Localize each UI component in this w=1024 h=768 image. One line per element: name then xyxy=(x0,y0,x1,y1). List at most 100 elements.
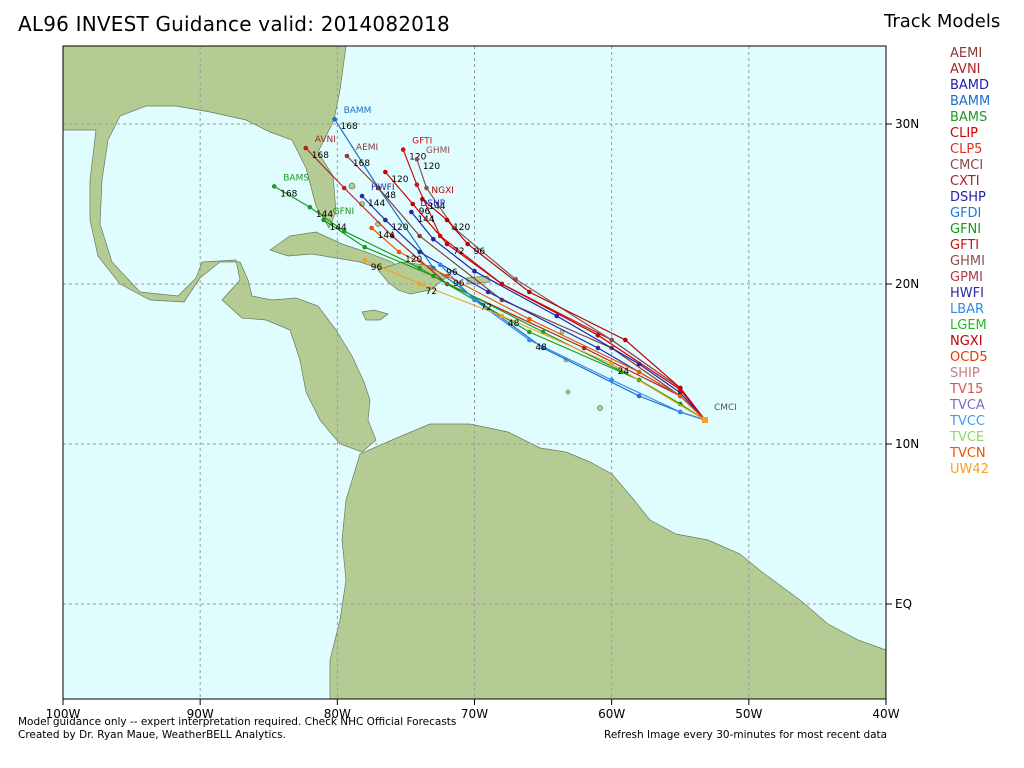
track-point xyxy=(369,225,374,231)
track-point xyxy=(400,147,406,152)
refresh-note: Refresh Image every 30-minutes for most … xyxy=(604,729,888,741)
forecast-hour-label: 120 xyxy=(453,223,470,233)
legend-item-bamd: BAMD xyxy=(950,78,990,93)
track-point xyxy=(609,377,614,383)
track-point xyxy=(527,329,532,335)
forecast-hour-label: 72 xyxy=(426,287,437,297)
track-point xyxy=(472,268,477,274)
start-point-marker xyxy=(701,417,708,423)
disclaimer-text: Model guidance only -- expert interpreta… xyxy=(18,716,457,728)
hispaniola-land xyxy=(377,261,447,295)
forecast-hour-label: 144 xyxy=(428,202,445,212)
track-point xyxy=(609,337,614,343)
lon-tick-label: 90W xyxy=(187,707,214,721)
forecast-hour-label: 48 xyxy=(384,191,396,201)
track-point xyxy=(409,209,414,215)
forecast-hour-label: 120 xyxy=(405,255,422,265)
lon-tick-label: 70W xyxy=(461,707,488,721)
lesser-antilles-island xyxy=(565,389,571,395)
track-point xyxy=(437,262,443,268)
track-end-label: DSHP xyxy=(420,199,445,209)
legend-item-bamm: BAMM xyxy=(950,94,991,109)
track-point xyxy=(414,156,420,162)
forecast-hour-label: 48 xyxy=(535,343,547,353)
track-point xyxy=(431,273,436,279)
track-end-label: AEMI xyxy=(356,143,378,153)
track-point xyxy=(341,185,347,191)
track-point xyxy=(527,337,532,343)
track-point xyxy=(499,281,505,287)
track-point xyxy=(362,257,368,263)
legend-item-cmci: CMCI xyxy=(950,158,984,173)
track-point xyxy=(581,345,587,351)
track-end-label: GFTI xyxy=(412,137,432,147)
legend-item-lbar: LBAR xyxy=(950,302,985,317)
track-point xyxy=(527,316,532,322)
forecast-hour-label: 168 xyxy=(280,189,297,199)
legend-item-tvcc: TVCC xyxy=(950,414,985,429)
track-point xyxy=(424,185,429,191)
track-point xyxy=(417,233,422,239)
legend-item-ghmi: GHMI xyxy=(950,254,985,269)
forecast-hour-label: 96 xyxy=(371,263,383,273)
land xyxy=(63,46,886,699)
forecast-hour-label: 144 xyxy=(316,210,333,220)
legend-list: AEMI AVNI BAMD BAMM BAMS CLIP CLP5 CMCI CXTI DSHP… xyxy=(950,46,990,478)
track-point xyxy=(677,409,683,415)
bahamas-island xyxy=(348,182,356,190)
track-end-label: AVNI xyxy=(315,135,336,145)
track-point xyxy=(376,185,381,191)
lon-tick-label: 50W xyxy=(735,707,762,721)
forecast-hour-label: 120 xyxy=(391,175,408,185)
forecast-hour-label: 144 xyxy=(330,223,347,233)
track-point xyxy=(383,169,388,175)
lat-tick-label: 20N xyxy=(895,277,919,291)
forecast-hour-label: 72 xyxy=(481,303,492,313)
legend-item-bams: BAMS xyxy=(950,110,988,125)
track-point xyxy=(636,369,642,375)
lat-tick-label: 10N xyxy=(895,437,919,451)
track-point xyxy=(383,217,388,223)
track-point xyxy=(332,116,337,122)
track-end-label: NGXI xyxy=(431,186,454,196)
legend-item-dshp: DSHP xyxy=(950,190,986,205)
lon-tick-label: 80W xyxy=(324,707,351,721)
legend-item-gpmi: GPMI xyxy=(950,270,983,285)
forecast-hour-label: 96 xyxy=(419,207,431,217)
track-point xyxy=(362,244,368,250)
legend-title: Track Models xyxy=(884,11,1001,32)
legend-item-tv15: TV15 xyxy=(950,382,984,397)
legend-item-uw42: UW42 xyxy=(950,462,989,477)
forecast-hour-label: 120 xyxy=(391,223,408,233)
track-point xyxy=(595,345,601,351)
track-point xyxy=(609,361,614,367)
track-point xyxy=(444,241,450,247)
track-end-label: GFNI xyxy=(333,207,355,217)
legend-item-lgem: LGEM xyxy=(950,318,987,333)
track-point xyxy=(677,387,683,392)
lon-tick-label: 60W xyxy=(598,707,625,721)
lat-tick-label: 30N xyxy=(895,117,919,131)
track-point xyxy=(396,249,402,255)
track-point xyxy=(554,313,560,319)
legend-item-tvce: TVCE xyxy=(950,430,985,445)
legend-item-tvca: TVCA xyxy=(950,398,985,413)
forecast-hour-label: 96 xyxy=(474,247,486,257)
track-point xyxy=(444,273,450,279)
track-point xyxy=(321,217,326,223)
track-point xyxy=(271,184,277,189)
legend-item-gfni: GFNI xyxy=(950,222,982,237)
track-point xyxy=(410,201,416,207)
legend-item-ship: SHIP xyxy=(950,366,980,381)
lon-tick-label: 40W xyxy=(872,707,899,721)
forecast-hour-label: 168 xyxy=(312,151,329,161)
forecast-hour-label: 168 xyxy=(341,122,358,132)
legend-item-gfdi: GFDI xyxy=(950,206,982,221)
legend-item-clp5: CLP5 xyxy=(950,142,983,157)
map-title: AL96 INVEST Guidance valid: 2014082018 xyxy=(18,12,450,36)
track-point xyxy=(307,204,313,210)
track-point xyxy=(636,393,642,399)
lat-tick-label: EQ xyxy=(895,597,912,611)
track-point xyxy=(420,196,425,202)
